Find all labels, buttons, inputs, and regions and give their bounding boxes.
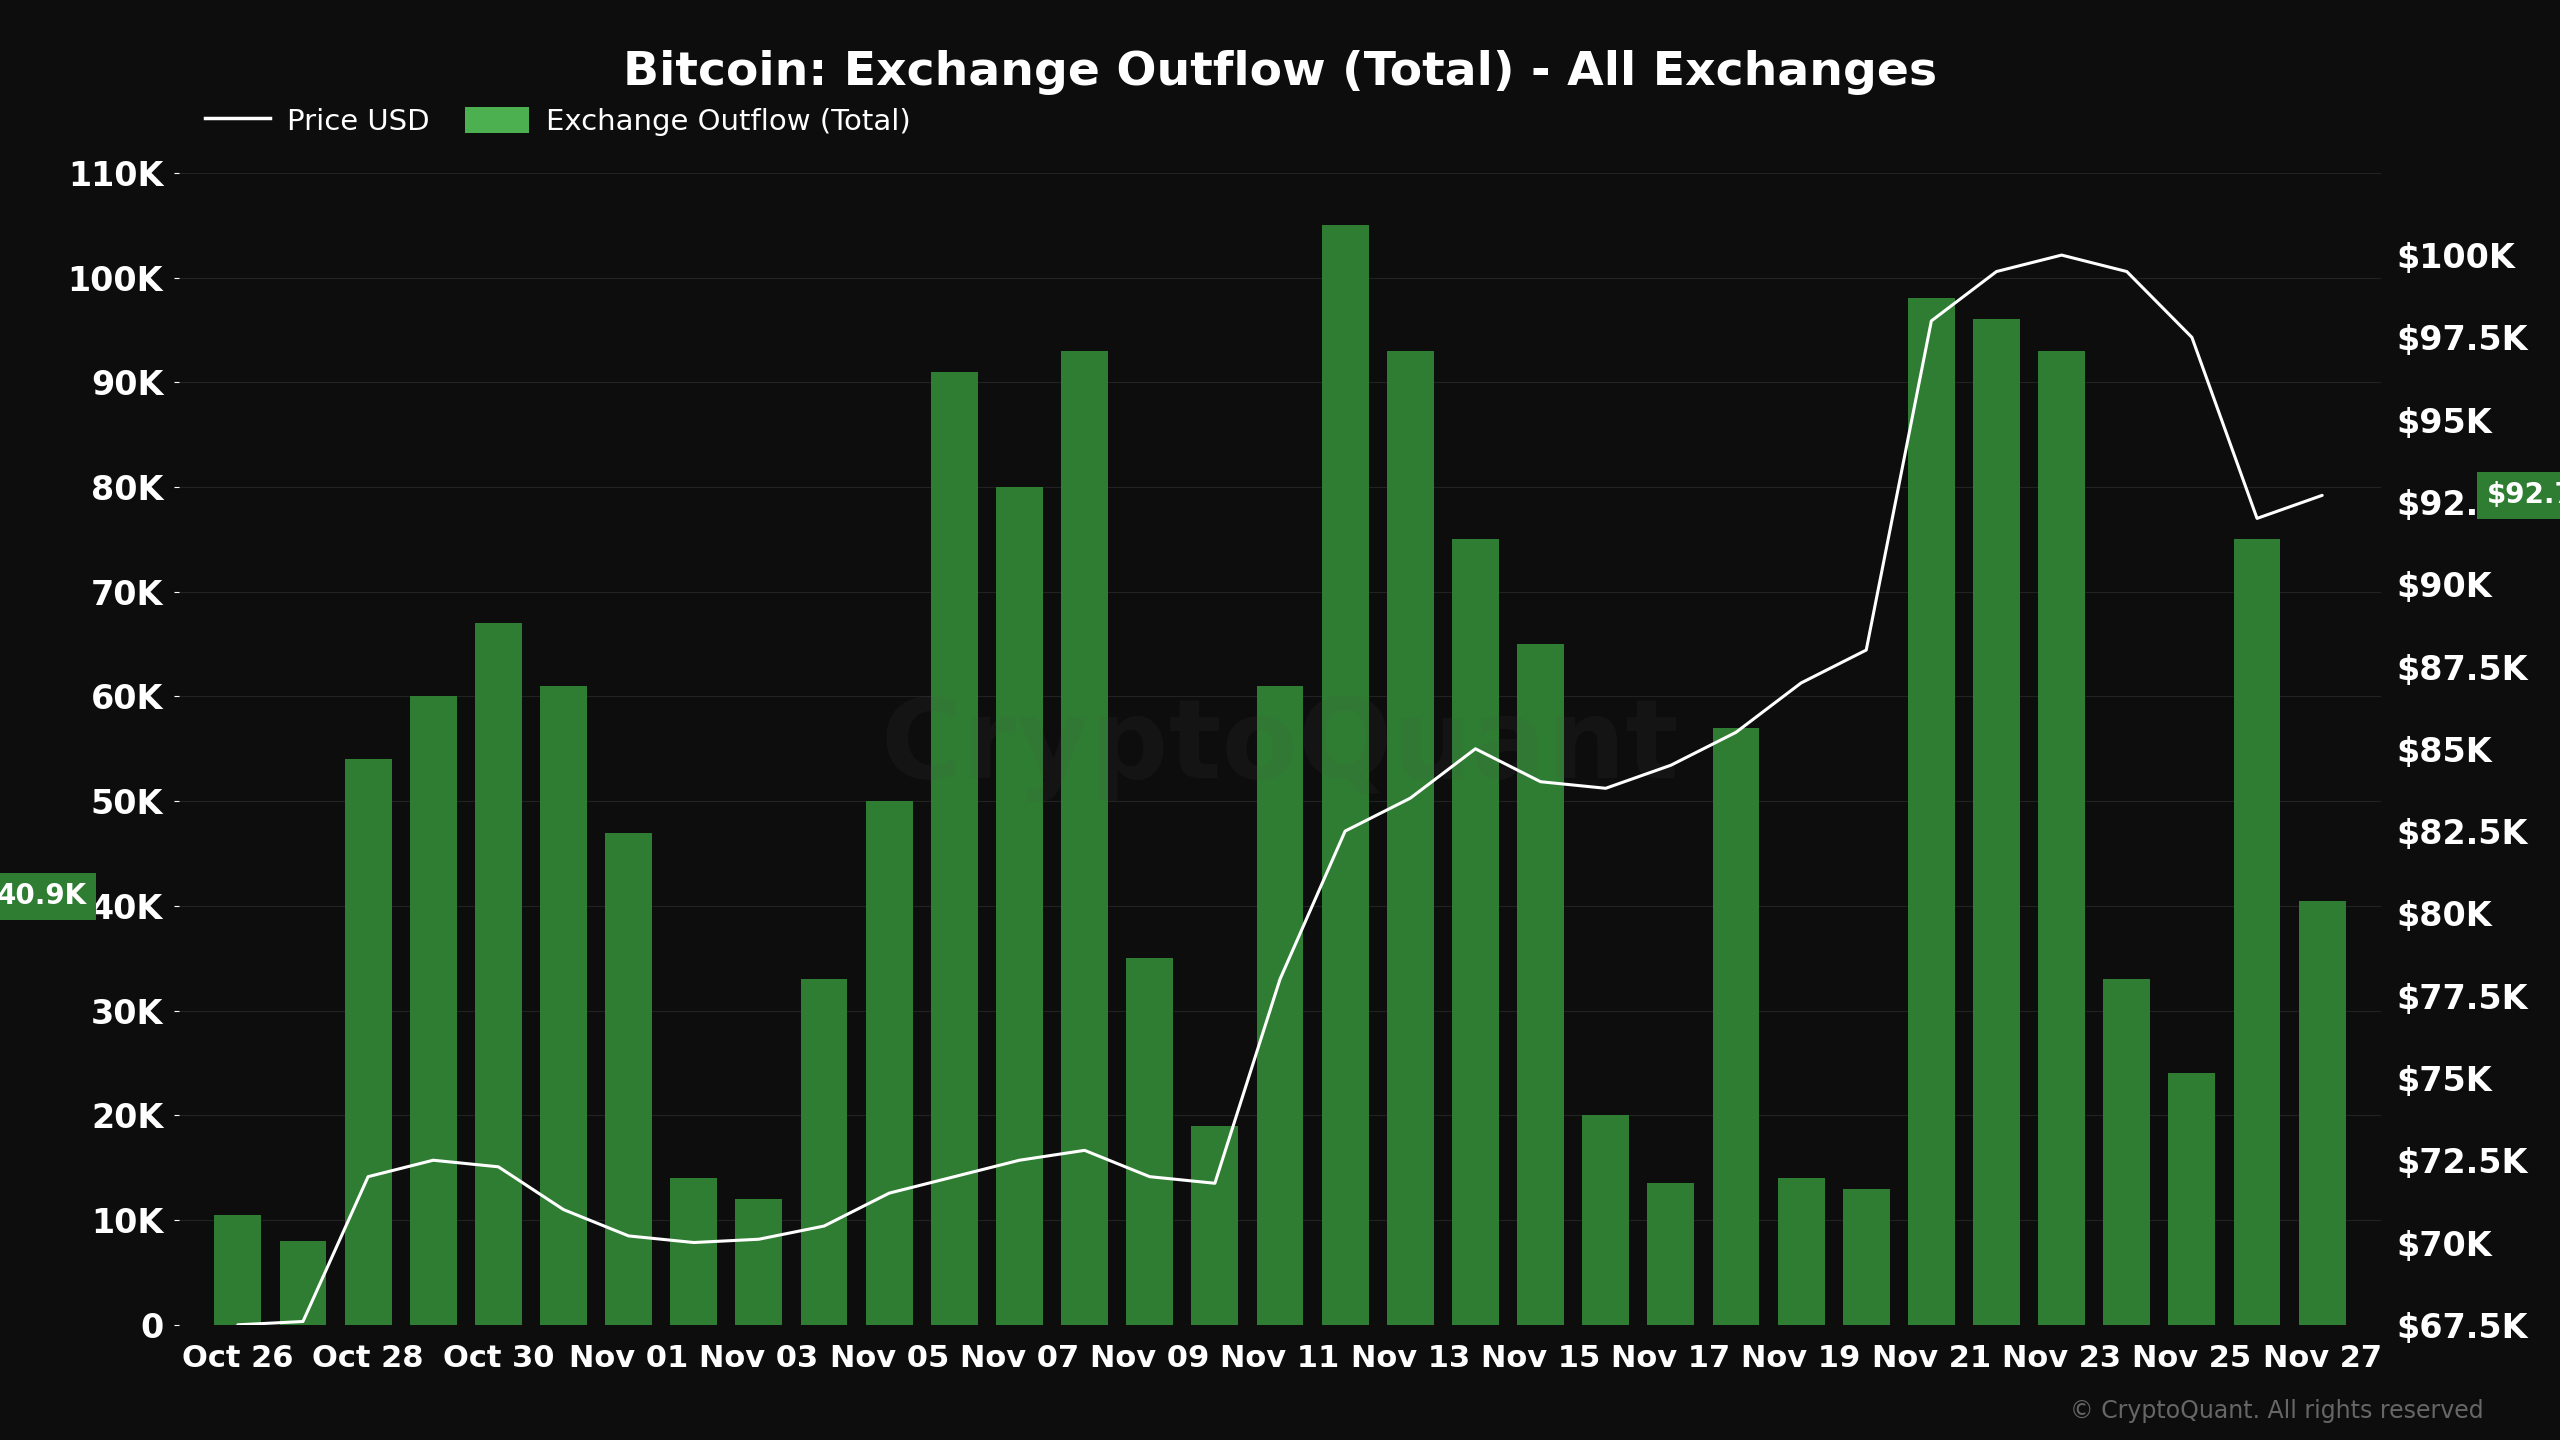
Bar (1649, 1184, 1695, 1325)
Bar (346, 759, 392, 1325)
Bar (1974, 320, 2020, 1325)
Bar (735, 1200, 783, 1325)
Bar (2038, 351, 2084, 1325)
Bar (2104, 979, 2150, 1325)
Bar (1062, 351, 1108, 1325)
Bar (410, 697, 456, 1325)
Bar (865, 801, 911, 1325)
Bar (671, 1178, 717, 1325)
Bar (1321, 225, 1370, 1325)
Bar (476, 624, 522, 1325)
Bar (996, 487, 1042, 1325)
Bar (215, 1215, 261, 1325)
Bar (1388, 351, 1434, 1325)
Bar (932, 372, 978, 1325)
Bar (801, 979, 847, 1325)
Bar (1582, 1116, 1628, 1325)
Bar (2168, 1073, 2214, 1325)
Bar (1452, 540, 1498, 1325)
Text: © CryptoQuant. All rights reserved: © CryptoQuant. All rights reserved (2068, 1398, 2483, 1423)
Text: CryptoQuant: CryptoQuant (881, 696, 1679, 802)
Bar (540, 685, 586, 1325)
Bar (1713, 727, 1759, 1325)
Bar (1190, 1126, 1239, 1325)
Bar (1777, 1178, 1825, 1325)
Bar (1518, 644, 1564, 1325)
Text: Bitcoin: Exchange Outflow (Total) - All Exchanges: Bitcoin: Exchange Outflow (Total) - All … (622, 50, 1938, 95)
Bar (2299, 900, 2345, 1325)
Bar (1907, 298, 1956, 1325)
Legend: Price USD, Exchange Outflow (Total): Price USD, Exchange Outflow (Total) (195, 95, 922, 147)
Bar (604, 832, 653, 1325)
Bar (2232, 540, 2281, 1325)
Bar (1843, 1188, 1889, 1325)
Bar (1257, 685, 1303, 1325)
Text: 40.9K: 40.9K (0, 883, 87, 910)
Text: $92.7K: $92.7K (2486, 481, 2560, 510)
Bar (279, 1241, 328, 1325)
Bar (1126, 958, 1172, 1325)
